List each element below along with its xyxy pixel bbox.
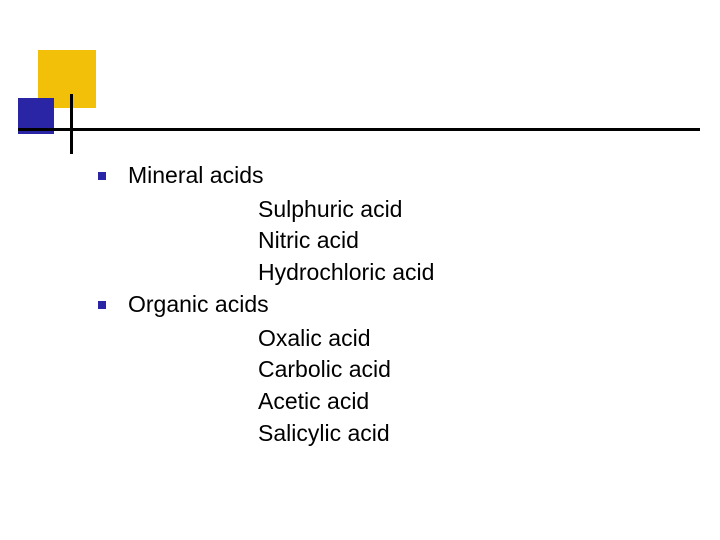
sub-list-item: Oxalic acid [258, 323, 434, 355]
sub-list-item: Hydrochloric acid [258, 257, 434, 289]
horizontal-rule [18, 128, 700, 131]
sub-list-item: Carbolic acid [258, 354, 434, 386]
list-item: Mineral acids [98, 160, 434, 192]
vertical-rule [70, 94, 73, 154]
section-heading: Mineral acids [128, 160, 264, 192]
section-heading: Organic acids [128, 289, 269, 321]
list-item: Organic acids [98, 289, 434, 321]
sub-list-item: Salicylic acid [258, 418, 434, 450]
sub-list-item: Nitric acid [258, 225, 434, 257]
content-body: Mineral acids Sulphuric acid Nitric acid… [98, 160, 434, 450]
header-decoration [0, 0, 720, 140]
bullet-icon [98, 172, 106, 180]
sub-list-item: Sulphuric acid [258, 194, 434, 226]
bullet-icon [98, 301, 106, 309]
sub-list-item: Acetic acid [258, 386, 434, 418]
slide: Mineral acids Sulphuric acid Nitric acid… [0, 0, 720, 540]
